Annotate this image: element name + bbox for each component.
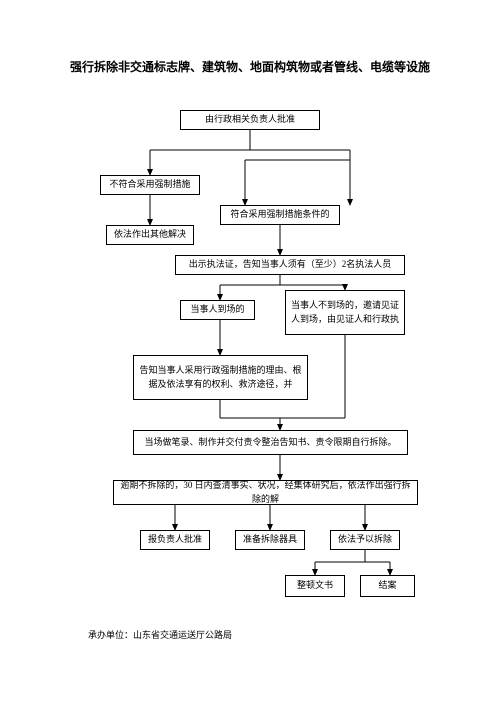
flow-node-n10: 逾期不拆除的，30 日内查清事实、状况，经集体研究后，依法作出强行拆除的解 — [113, 480, 418, 505]
flow-node-n9: 当场做笔录、制作并交付责令整治告知书、责令限期自行拆除。 — [133, 430, 408, 455]
flow-node-n6: 当事人到场的 — [180, 300, 255, 320]
flow-node-n15: 结案 — [360, 575, 415, 597]
flow-node-n2: 不符合采用强制措施 — [100, 175, 200, 195]
page: 强行拆除非交通标志牌、建筑物、地面构筑物或者管线、电缆等设施 由行政相关负责人批… — [0, 0, 500, 708]
flow-node-n13: 依法予以拆除 — [330, 530, 400, 550]
flow-lines — [0, 0, 500, 708]
flow-node-n3: 依法作出其他解决 — [106, 225, 194, 245]
page-title: 强行拆除非交通标志牌、建筑物、地面构筑物或者管线、电缆等设施 — [0, 58, 500, 75]
flow-node-n1: 由行政相关负责人批准 — [180, 110, 320, 130]
footer-text: 承办单位：山东省交通运送厅公路局 — [88, 628, 232, 641]
flow-node-n8: 告知当事人采用行政强制措施的理由、根据及依法享有的权利、救济途径，并 — [133, 355, 308, 400]
flow-node-n12: 准备拆除器具 — [235, 530, 305, 550]
flow-node-n11: 报负责人批准 — [140, 530, 210, 550]
flow-node-n14: 整顿文书 — [285, 575, 345, 597]
flow-node-n5: 出示执法证，告知当事人须有（至少）2名执法人员 — [175, 255, 405, 275]
flow-node-n7: 当事人不到场的，邀请见证人到场，由见证人和行政执 — [285, 290, 405, 335]
flow-node-n4: 符合采用强制措施条件的 — [220, 205, 340, 225]
